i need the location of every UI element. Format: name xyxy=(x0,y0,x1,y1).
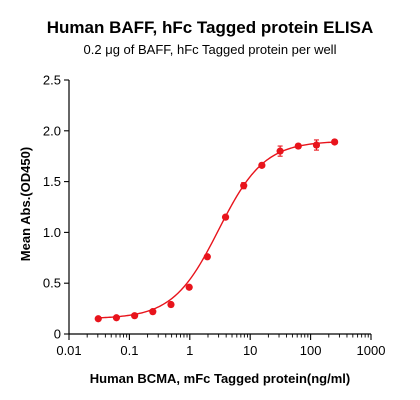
x-tick-label: 0.1 xyxy=(120,343,138,358)
y-tick-label: 2.0 xyxy=(43,123,61,138)
chart-subtitle: 0.2 μg of BAFF, hFc Tagged protein per w… xyxy=(84,42,337,57)
data-point xyxy=(167,300,175,309)
y-tick-label: 0.5 xyxy=(43,276,61,291)
x-tick-label: 10 xyxy=(243,343,257,358)
y-tick-label: 1.0 xyxy=(43,225,61,240)
data-point xyxy=(149,308,157,316)
data-point xyxy=(276,147,284,155)
y-tick-label: 1.5 xyxy=(43,174,61,189)
data-point xyxy=(112,314,121,322)
data-point xyxy=(94,315,102,323)
y-axis-label: Mean Abs.(OD450) xyxy=(18,147,33,261)
x-axis-label: Human BCMA, mFc Tagged protein(ng/ml) xyxy=(90,371,350,386)
data-point xyxy=(294,142,302,150)
data-point xyxy=(203,253,211,261)
data-points xyxy=(94,138,339,323)
fit-curve xyxy=(98,141,335,319)
y-tick-label: 0 xyxy=(54,327,61,342)
y-axis-ticks: 0 0.5 1.0 1.5 2.0 2.5 xyxy=(43,73,69,342)
x-axis-ticks: 0.01 0.1 1 10 100 1000 xyxy=(56,334,385,358)
data-point xyxy=(258,161,266,169)
data-point xyxy=(221,213,230,221)
data-point xyxy=(131,312,139,320)
data-point xyxy=(185,283,193,291)
x-tick-label: 0.01 xyxy=(56,343,81,358)
y-tick-label: 2.5 xyxy=(43,73,61,88)
axes xyxy=(68,80,371,335)
data-point xyxy=(240,182,248,190)
data-point xyxy=(312,141,321,149)
x-tick-label: 1 xyxy=(186,343,193,358)
chart-title: Human BAFF, hFc Tagged protein ELISA xyxy=(47,18,373,37)
x-tick-label: 1000 xyxy=(357,343,386,358)
x-tick-label: 100 xyxy=(300,343,322,358)
data-point xyxy=(331,138,339,146)
